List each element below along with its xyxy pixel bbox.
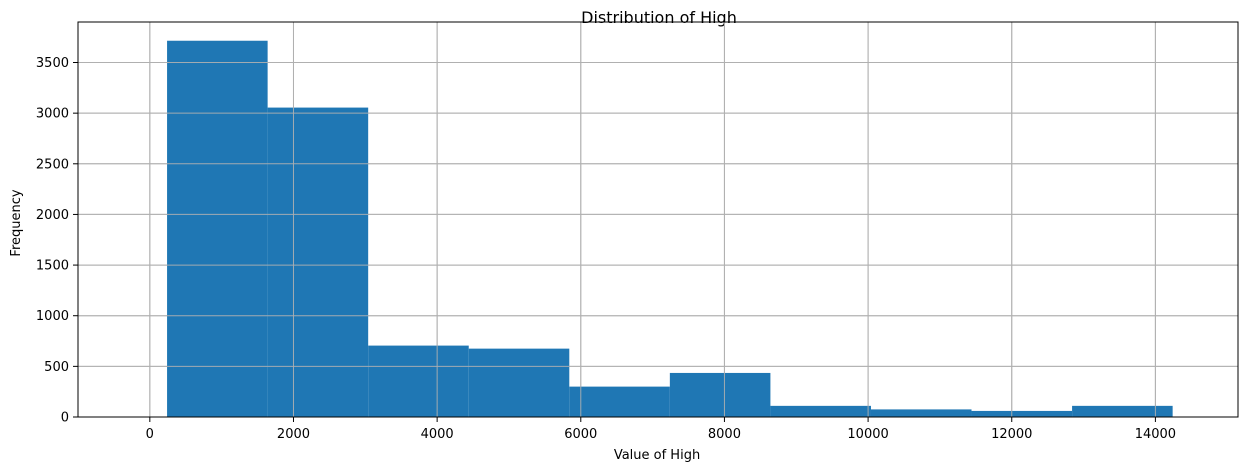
x-tick-label: 4000: [421, 427, 454, 442]
y-tick-label: 0: [61, 411, 69, 426]
x-tick-label: 10000: [847, 427, 888, 442]
histogram-bar: [669, 372, 771, 417]
y-tick-label: 3500: [36, 56, 69, 71]
y-tick-label: 2000: [36, 208, 69, 223]
y-tick-label: 1500: [36, 259, 69, 274]
histogram-bar: [870, 409, 972, 417]
chart-title: Distribution of High: [581, 8, 737, 27]
y-tick-label: 2500: [36, 157, 69, 172]
histogram-bar: [167, 40, 268, 417]
ticks: 0 2000 4000 6000 8000 10000 12000 14000 0 500 1000…: [36, 56, 1176, 442]
x-tick-label: 12000: [991, 427, 1032, 442]
histogram-bar: [368, 345, 469, 417]
x-tick-label: 6000: [564, 427, 597, 442]
bars: [78, 22, 1238, 418]
histogram-bar: [468, 348, 570, 417]
y-tick-label: 3000: [36, 107, 69, 122]
histogram-bar: [971, 410, 1073, 417]
x-tick-label: 8000: [708, 427, 741, 442]
plot-frame: [77, 21, 1239, 418]
x-tick-label: 14000: [1135, 427, 1176, 442]
histogram-bar: [1072, 405, 1173, 417]
histogram-bar: [569, 386, 670, 417]
x-tick-label: 0: [146, 427, 154, 442]
histogram-bar: [770, 405, 871, 417]
y-tick-label: 500: [44, 360, 69, 375]
y-axis-label: Frequency: [9, 189, 24, 256]
x-axis-label: Value of High: [614, 448, 700, 463]
y-tick-label: 1000: [36, 309, 69, 324]
histogram-bar: [267, 107, 369, 417]
x-tick-label: 2000: [277, 427, 310, 442]
